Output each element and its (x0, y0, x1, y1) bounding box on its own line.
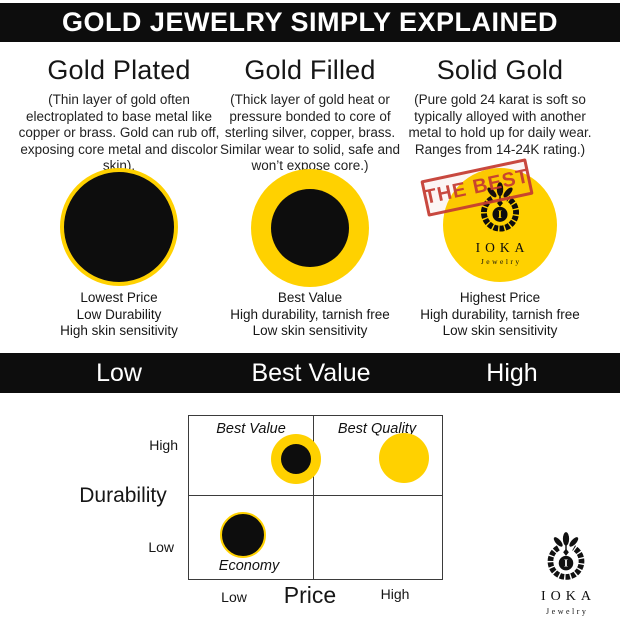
scale-label-high: High (486, 359, 538, 387)
stat-line: High skin sensitivity (60, 323, 178, 338)
gold-filled-title: Gold Filled (244, 55, 376, 85)
header-bar: GOLD JEWELRY SIMPLY EXPLAINED (0, 3, 620, 42)
ioka-brand-text: IOKA (541, 589, 596, 604)
ioka-crest-icon: I (547, 532, 585, 580)
stat-line: Highest Price (459, 290, 541, 305)
ioka-logo-on-gold: I IOKA Jewelry (471, 179, 530, 265)
stat-line: Low skin sensitivity (442, 323, 558, 338)
x-axis-title: Price (283, 582, 337, 608)
chart-point-best-value (271, 434, 322, 485)
gold-plated-stats: Lowest Price Low Durability High skin se… (9, 290, 229, 340)
stat-line: Lowest Price (80, 290, 158, 305)
quadrant-label-best-quality: Best Quality (337, 421, 417, 437)
svg-text:I: I (564, 558, 568, 570)
column-gold-plated: Gold Plated (Thin layer of gold often el… (18, 55, 220, 175)
solid-gold-description: (Pure gold 24 karat is soft so typically… (408, 92, 592, 157)
x-axis-tick-low: Low (221, 589, 247, 605)
chart-point-best-quality (379, 433, 430, 484)
ioka-footer-logo: I IOKA Jewelry (531, 529, 601, 616)
chart-point-best-value-core (281, 444, 312, 475)
ioka-sub-text: Jewelry (546, 607, 589, 616)
scale-label-best-value: Best Value (251, 359, 371, 387)
stat-line: High durability, tarnish free (230, 306, 390, 322)
solid-gold-circle: I IOKA Jewelry (443, 168, 557, 282)
solid-gold-title: Solid Gold (436, 55, 564, 85)
ioka-crest-icon: I (481, 182, 519, 232)
gold-plated-circle (60, 168, 178, 286)
stat-line: High durability, tarnish free (420, 306, 580, 322)
gold-plated-title: Gold Plated (47, 55, 191, 85)
gold-filled-core (271, 189, 349, 267)
y-axis-title: Durability (79, 484, 167, 507)
quadrant-label-best-value: Best Value (216, 421, 286, 437)
quadrant-chart: Best Value Best Quality Economy (188, 415, 443, 580)
ioka-sub-text: Jewelry (480, 256, 522, 266)
y-axis-tick-high: High (149, 437, 178, 453)
column-solid-gold: Solid Gold (Pure gold 24 karat is soft s… (399, 55, 601, 158)
quadrant-label-economy: Economy (218, 558, 280, 574)
ioka-brand-text: IOKA (475, 240, 530, 255)
gold-plated-description: (Thin layer of gold often electroplated … (18, 92, 220, 173)
y-axis-tick-low: Low (148, 539, 174, 555)
gold-filled-stats: Best Value High durability, tarnish free… (200, 290, 420, 340)
stat-line: Low Durability (76, 306, 162, 322)
chart-point-economy (219, 511, 266, 558)
x-axis-tick-high: High (380, 586, 410, 602)
solid-gold-stats: Highest Price High durability, tarnish f… (390, 290, 610, 340)
column-gold-filled: Gold Filled (Thick layer of gold heat or… (209, 55, 411, 175)
stat-line: Best Value (277, 290, 343, 305)
stat-line: Low skin sensitivity (252, 323, 368, 338)
page-title: GOLD JEWELRY SIMPLY EXPLAINED (61, 7, 559, 37)
chart-vertical-divider (313, 416, 314, 579)
svg-text:I: I (498, 209, 502, 221)
scale-bar: Low Best Value High (0, 353, 620, 393)
gold-filled-description: (Thick layer of gold heat or pressure bo… (219, 92, 401, 173)
scale-label-low: Low (96, 359, 142, 387)
chart-horizontal-divider (189, 495, 442, 496)
gold-filled-circle (251, 169, 369, 287)
